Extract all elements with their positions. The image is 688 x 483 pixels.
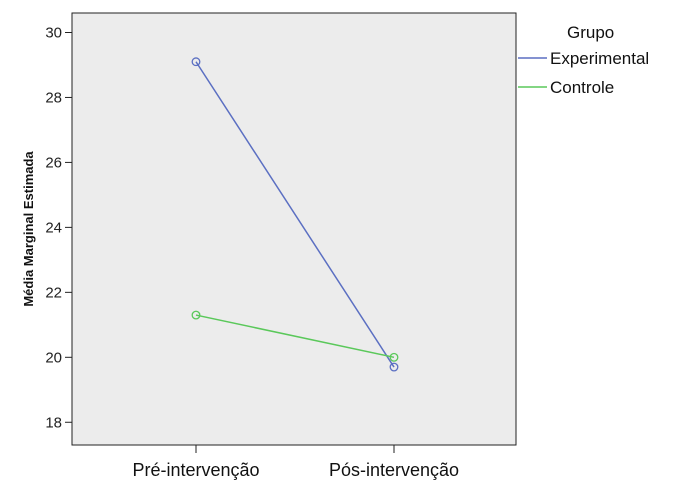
series-line-experimental <box>195 61 395 368</box>
y-tick-label-30: 30 <box>45 24 62 41</box>
y-tick-label-20: 20 <box>45 349 62 366</box>
series-layer <box>191 57 399 372</box>
data-point-controle-1 <box>389 352 399 362</box>
y-axis: 18 20 22 24 26 28 30 <box>45 24 72 431</box>
data-point-experimental-1 <box>389 362 399 372</box>
plot-area <box>71 12 517 446</box>
x-category-label-1: Pós-intervenção <box>329 460 459 480</box>
y-tick-label-22: 22 <box>45 284 62 301</box>
legend-title: Grupo <box>567 23 614 42</box>
y-tick-label-28: 28 <box>45 89 62 106</box>
legend: Experimental Controle <box>518 49 649 97</box>
y-axis-label: Média Marginal Estimada <box>21 151 36 307</box>
y-tick-label-26: 26 <box>45 154 62 171</box>
legend-label-controle: Controle <box>550 78 614 97</box>
data-point-controle-0 <box>191 310 201 320</box>
data-point-experimental-0 <box>191 57 201 67</box>
y-tick-label-18: 18 <box>45 414 62 431</box>
series-line-controle <box>195 314 395 359</box>
x-category-label-0: Pré-intervenção <box>132 460 259 480</box>
legend-label-experimental: Experimental <box>550 49 649 68</box>
x-axis: Pré-intervenção Pós-intervenção <box>132 445 459 480</box>
y-tick-label-24: 24 <box>45 219 62 236</box>
